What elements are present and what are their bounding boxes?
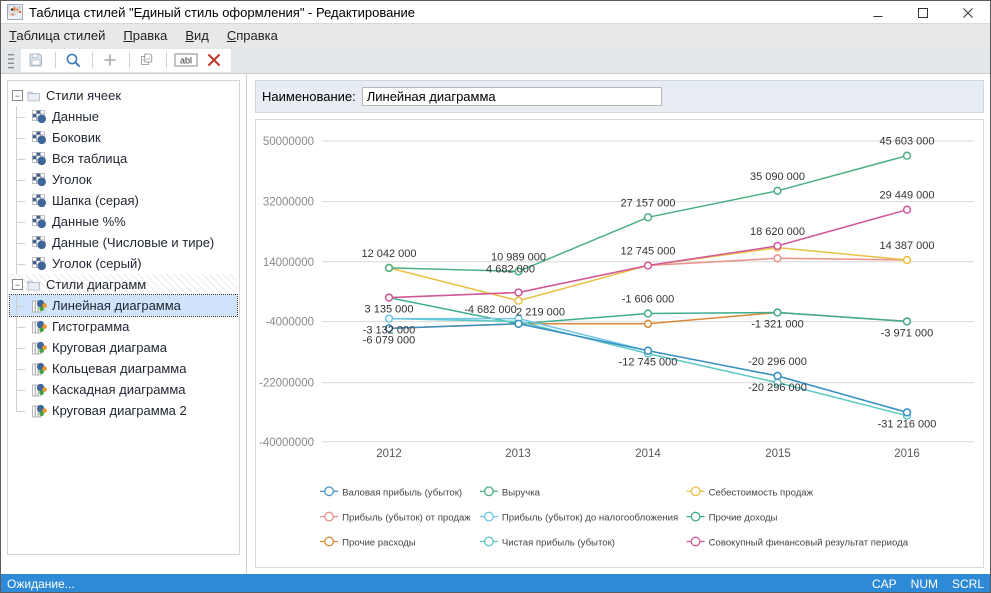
svg-text:Себестоимость продаж: Себестоимость продаж: [709, 487, 814, 498]
svg-text:12 745 000: 12 745 000: [620, 246, 675, 258]
svg-text:45 603 000: 45 603 000: [879, 136, 934, 148]
svg-text:27 157 000: 27 157 000: [620, 197, 675, 209]
svg-text:2012: 2012: [376, 448, 402, 460]
svg-text:-1 321 000: -1 321 000: [751, 319, 804, 331]
svg-text:-40000000: -40000000: [259, 437, 314, 449]
svg-text:Выручка: Выручка: [502, 487, 541, 498]
svg-text:-3 971 000: -3 971 000: [881, 327, 934, 339]
svg-text:14000000: 14000000: [263, 257, 314, 269]
svg-text:4 682 000: 4 682 000: [486, 264, 535, 276]
svg-text:Валовая прибыль (убыток): Валовая прибыль (убыток): [342, 487, 462, 498]
svg-text:-4 682 000: -4 682 000: [464, 304, 517, 316]
svg-text:-31 216 000: -31 216 000: [878, 418, 937, 430]
svg-text:-20 296 000: -20 296 000: [748, 356, 807, 368]
svg-text:-3 132 000: -3 132 000: [363, 325, 416, 337]
svg-text:32000000: 32000000: [263, 197, 314, 209]
svg-text:2016: 2016: [894, 448, 920, 460]
svg-text:2015: 2015: [765, 448, 791, 460]
svg-text:-1 606 000: -1 606 000: [622, 294, 675, 306]
svg-text:14 387 000: 14 387 000: [879, 240, 934, 252]
svg-text:35 090 000: 35 090 000: [750, 171, 805, 183]
svg-text:-4000000: -4000000: [265, 317, 314, 329]
svg-text:18 620 000: 18 620 000: [750, 226, 805, 238]
svg-text:Чистая прибыль (убыток): Чистая прибыль (убыток): [502, 538, 615, 549]
svg-text:-12 745 000: -12 745 000: [619, 357, 678, 369]
svg-text:2014: 2014: [635, 448, 661, 460]
svg-text:50000000: 50000000: [263, 136, 314, 148]
svg-text:29 449 000: 29 449 000: [879, 190, 934, 202]
svg-text:10 989 000: 10 989 000: [491, 251, 546, 263]
svg-text:2 219 000: 2 219 000: [516, 307, 565, 319]
svg-text:Совокупный финансовый результа: Совокупный финансовый результат периода: [709, 538, 909, 549]
svg-text:Прибыль (убыток) до налогообло: Прибыль (убыток) до налогообложения: [502, 513, 678, 524]
svg-text:3 135 000: 3 135 000: [365, 304, 414, 316]
svg-text:Прочие расходы: Прочие расходы: [342, 538, 416, 549]
svg-text:12 042 000: 12 042 000: [361, 248, 416, 260]
svg-text:-22000000: -22000000: [259, 378, 314, 390]
svg-text:Прибыль (убыток) от продаж: Прибыль (убыток) от продаж: [342, 513, 471, 524]
svg-text:abl: abl: [180, 56, 192, 66]
svg-text:-20 296 000: -20 296 000: [748, 382, 807, 394]
svg-text:2013: 2013: [505, 448, 531, 460]
svg-text:Прочие доходы: Прочие доходы: [709, 513, 778, 524]
